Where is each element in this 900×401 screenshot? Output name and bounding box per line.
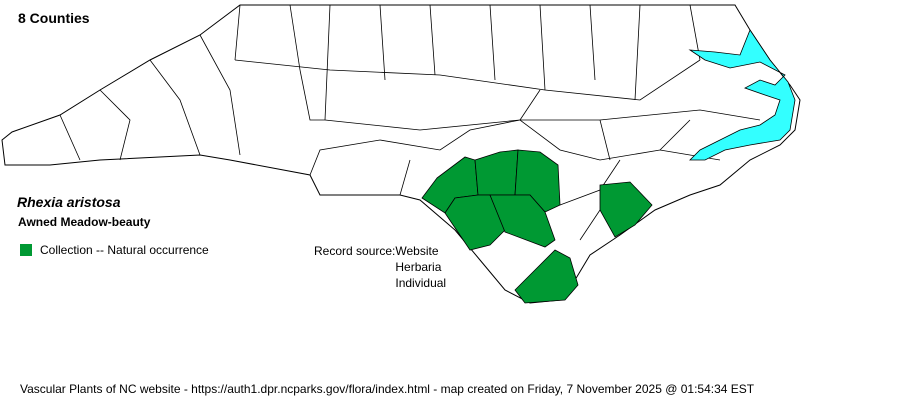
common-name: Awned Meadow-beauty xyxy=(18,215,151,229)
county-occurrence xyxy=(489,194,556,248)
legend-swatch xyxy=(20,244,32,256)
footer-credit: Vascular Plants of NC website - https://… xyxy=(20,382,755,396)
county-occurrence xyxy=(514,249,579,304)
record-source-value: Individual xyxy=(395,276,447,290)
scientific-name: Rhexia aristosa xyxy=(17,194,121,210)
pamlico-albemarle-sound xyxy=(688,29,796,161)
record-source: Record source: Website Herbaria Individu… xyxy=(314,243,446,291)
county-occurrence xyxy=(599,181,653,238)
record-source-value: Herbaria xyxy=(395,260,442,274)
occurrence-counties xyxy=(421,149,653,304)
record-source-label: Record source: xyxy=(314,244,396,258)
legend-label: Collection -- Natural occurrence xyxy=(40,243,209,257)
record-source-value: Website xyxy=(395,244,439,258)
county-count: 8 Counties xyxy=(18,10,90,26)
county-lines xyxy=(59,4,761,241)
legend-item: Collection -- Natural occurrence xyxy=(20,243,209,257)
